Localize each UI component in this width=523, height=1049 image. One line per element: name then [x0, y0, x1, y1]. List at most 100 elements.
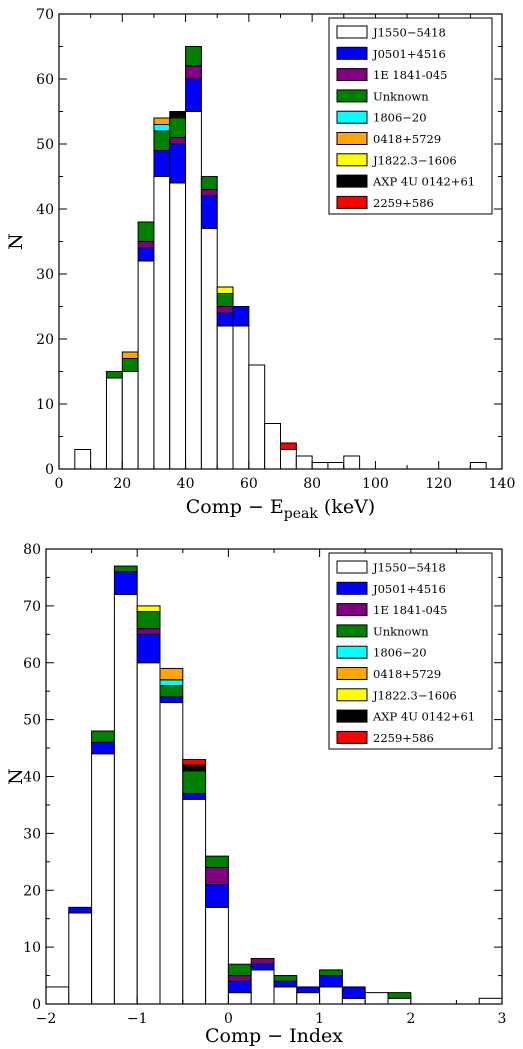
bar-segment [319, 969, 343, 977]
bar-segment [136, 633, 161, 664]
y-tick-label: 20 [23, 883, 41, 899]
y-axis-title: N [5, 233, 27, 250]
bar-segment [200, 176, 218, 190]
x-axis-title-subscript: peak [284, 506, 319, 522]
bar-segment [227, 963, 252, 977]
bar-segment [364, 992, 389, 1005]
bar-segment [478, 997, 503, 1005]
bar-segment [205, 867, 229, 886]
bars-group [74, 46, 487, 470]
y-tick-label: 20 [36, 332, 54, 348]
bar-segment [296, 992, 321, 1005]
legend-label: 0418+5729 [373, 667, 441, 681]
bar-segment [136, 662, 161, 1005]
legend-swatch [336, 581, 368, 595]
legend-swatch [336, 688, 368, 702]
legend-label: AXP 4U 0142+61 [372, 710, 475, 724]
bar-segment [185, 111, 202, 470]
bar-segment [327, 462, 345, 470]
legend-swatch [336, 195, 368, 209]
bar-segment [159, 702, 184, 1005]
x-axis: 0 20 40 60 80 100 120 140 [55, 14, 515, 492]
bar-segment [169, 117, 187, 138]
bar-segment [153, 150, 171, 177]
legend-swatch [336, 153, 368, 167]
y-tick-label: 70 [36, 7, 54, 23]
x-axis-title-main: Comp − E [186, 496, 284, 518]
y-tick-label: 10 [23, 940, 41, 956]
bar-segment [182, 793, 207, 800]
bar-segment [319, 986, 343, 1005]
x-tick-label: 60 [240, 476, 258, 492]
bar-segment [273, 975, 298, 982]
bar-segment [273, 980, 298, 988]
bar-segment [113, 565, 138, 573]
bar-segment [232, 306, 250, 327]
legend-label: 2259+586 [373, 196, 434, 210]
legend-label: Unknown [373, 624, 429, 638]
x-tick-label: 120 [425, 476, 452, 492]
x-axis-title-unit: (keV) [318, 496, 375, 518]
x-tick-label: 3 [498, 1011, 507, 1027]
legend-swatch [336, 603, 368, 617]
bar-segment [341, 986, 366, 999]
bar-segment [185, 78, 202, 112]
bar-segment [169, 143, 187, 184]
legend-label: J0501+4516 [372, 582, 446, 596]
bar-segment [91, 753, 115, 1005]
bar-segment [248, 364, 266, 470]
x-tick-label: 20 [113, 476, 131, 492]
y-tick-label: 0 [32, 997, 41, 1013]
legend-swatch [336, 68, 368, 82]
y-tick-label: 30 [23, 826, 41, 842]
legend-label: 1806−20 [373, 646, 427, 660]
x-axis-title-main: Comp − Index [205, 1025, 343, 1047]
legend-swatch [336, 624, 368, 638]
y-tick-label: 70 [23, 599, 41, 615]
bar-segment [387, 997, 412, 1005]
bar-segment [136, 628, 161, 635]
legend-swatch [336, 110, 368, 124]
bar-segment [169, 111, 187, 119]
bar-segment [91, 741, 115, 755]
bar-segment [121, 351, 139, 359]
legend-label: 0418+5729 [373, 132, 441, 146]
bar-segment [232, 325, 250, 470]
legend-swatch [336, 46, 368, 60]
legend-swatch [336, 132, 368, 145]
bar-segment [113, 594, 138, 1005]
legend-label: AXP 4U 0142+61 [372, 175, 475, 189]
x-axis-title: Comp − Epeak (keV) [186, 496, 375, 522]
legend-swatch [336, 174, 368, 188]
bar-segment [387, 992, 412, 999]
bar-segment [182, 770, 207, 795]
bar-segment [68, 912, 93, 1005]
bar-segment [200, 195, 218, 229]
bar-segment [121, 358, 139, 372]
legend-label: 1806−20 [373, 111, 427, 125]
bar-segment [68, 906, 93, 914]
y-tick-label: 40 [36, 202, 54, 218]
bar-segment [273, 986, 298, 1005]
bar-segment [105, 371, 123, 379]
bar-segment [216, 286, 234, 294]
bar-segment [153, 124, 171, 132]
bar-segment [169, 182, 187, 470]
bar-segment [227, 980, 252, 994]
x-tick-label: 100 [362, 476, 389, 492]
legend-label: 1E 1841-045 [373, 603, 447, 617]
legend-swatch [336, 89, 368, 103]
bar-segment [182, 764, 207, 772]
bar-segment [113, 571, 138, 595]
y-tick-label: 40 [23, 770, 41, 786]
x-tick-label: 0 [224, 1011, 233, 1027]
bar-segment [105, 377, 123, 470]
legend-swatch [336, 730, 368, 744]
bar-segment [319, 975, 343, 988]
legend: J1550−5418 J0501+4516 1E 1841-045 Unknown 18… [328, 17, 493, 215]
bar-segment [136, 611, 161, 630]
legend-label: J1822.3−1606 [372, 153, 457, 167]
bar-segment [205, 855, 229, 869]
